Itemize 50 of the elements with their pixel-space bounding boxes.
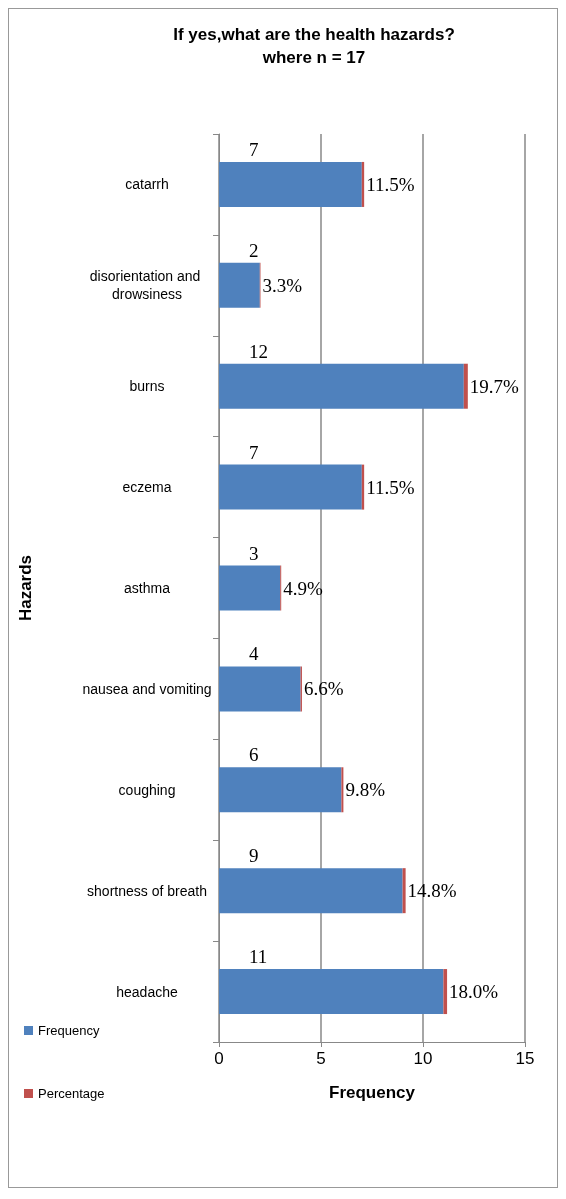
x-tick-label: 10 <box>413 1049 433 1068</box>
y-tick-label: coughing <box>118 781 176 798</box>
y-tick-label: burns <box>129 378 165 395</box>
y-tick-label: asthma <box>124 580 171 596</box>
data-label: 7 <box>249 138 259 160</box>
chart-title: If yes,what are the health hazards? <box>173 25 455 44</box>
x-tick-label: 0 <box>214 1049 224 1068</box>
y-tick-label: nausea and vomiting <box>82 680 212 697</box>
data-label: 9 <box>249 845 259 867</box>
x-tick-label: 15 <box>515 1049 535 1068</box>
bar <box>219 262 260 308</box>
bar <box>402 868 406 914</box>
data-label: 11 <box>249 946 268 968</box>
bar <box>341 767 344 813</box>
data-label: 7 <box>249 441 259 463</box>
y-tick-label: shortness of breath <box>87 882 207 899</box>
bar <box>219 161 362 207</box>
data-label: 14.8% <box>407 880 457 902</box>
data-label: 11.5% <box>366 476 415 498</box>
y-tick-label: disorientation and drowsiness <box>89 268 205 303</box>
data-label: 6.6% <box>303 678 344 700</box>
bar <box>219 868 403 914</box>
bar <box>219 565 281 611</box>
data-label: 9.8% <box>345 779 386 801</box>
x-axis-title: Frequency <box>329 1083 416 1102</box>
bar <box>219 464 362 510</box>
data-label: 3 <box>249 542 259 564</box>
data-label: 11.5% <box>366 173 415 195</box>
y-tick-label: headache <box>116 983 178 1000</box>
x-tick-label: 5 <box>316 1049 326 1068</box>
y-tick-label: eczema <box>122 479 172 496</box>
legend-label: Frequency <box>38 1023 100 1038</box>
bar <box>463 363 468 409</box>
chart-subtitle: where n = 17 <box>261 48 366 67</box>
data-label: 4 <box>249 643 259 665</box>
data-label: 6 <box>249 744 259 766</box>
bar <box>219 767 342 813</box>
bar <box>443 969 448 1015</box>
bar <box>219 969 444 1015</box>
legend-label: Percentage <box>38 1086 105 1101</box>
data-label: 19.7% <box>469 375 520 397</box>
data-label: 4.9% <box>283 577 323 599</box>
bar <box>219 666 301 712</box>
y-axis-title: Hazards <box>16 554 35 622</box>
data-label: 12 <box>249 340 268 362</box>
data-label: 3.3% <box>262 274 303 296</box>
data-label: 2 <box>249 239 259 261</box>
y-tick-label: catarrh <box>125 176 169 193</box>
data-label: 18.0% <box>449 981 499 1003</box>
bar <box>219 363 464 409</box>
